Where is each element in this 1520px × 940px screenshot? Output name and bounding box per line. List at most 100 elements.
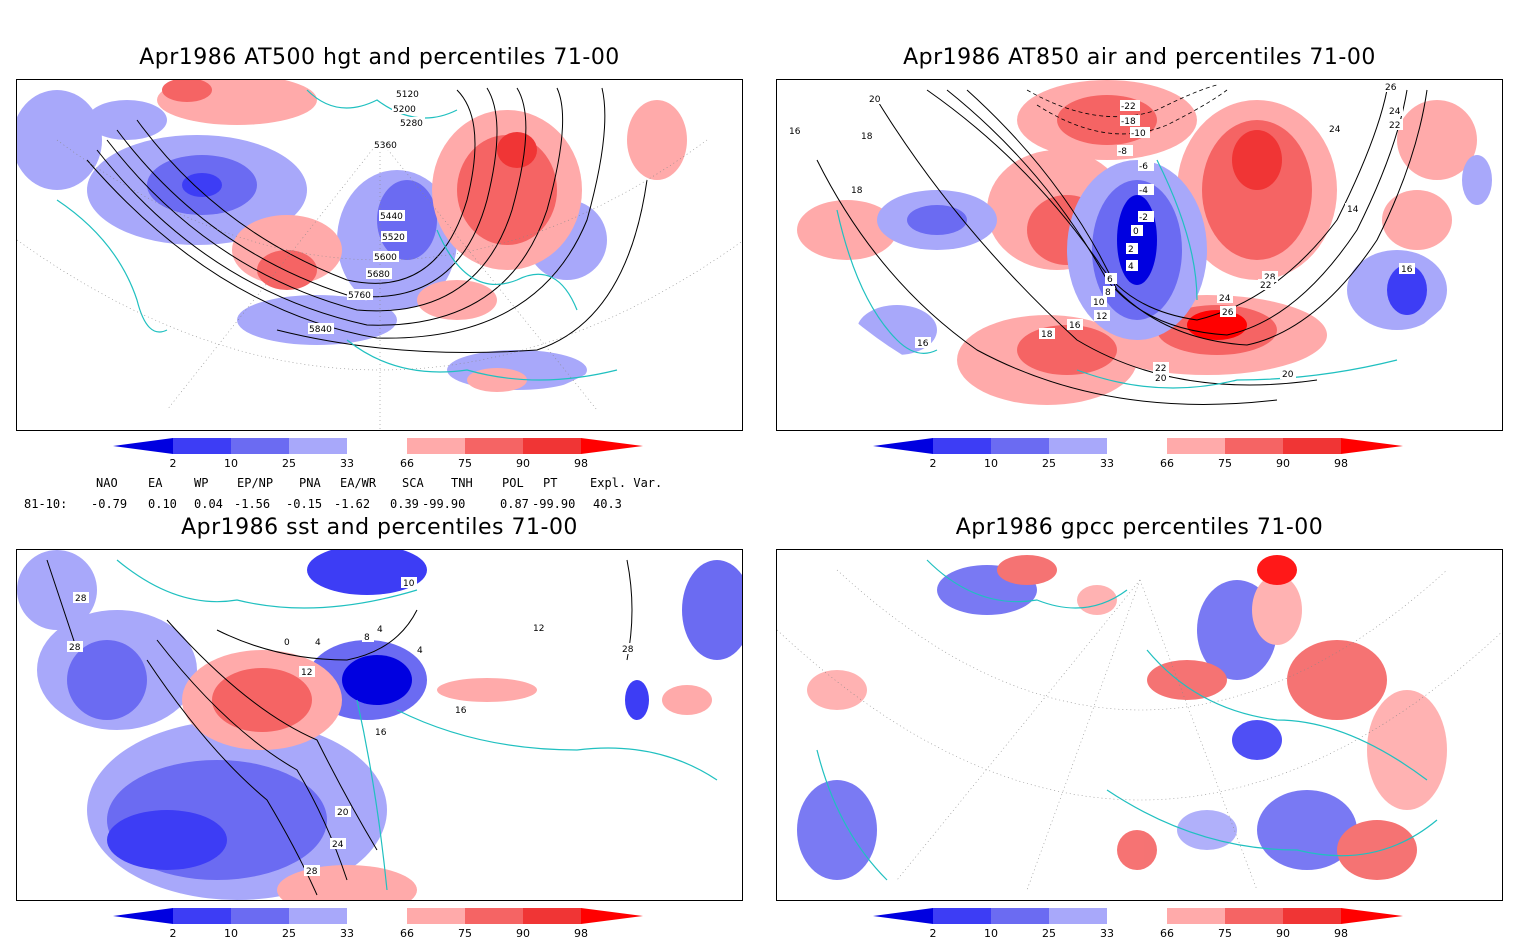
svg-text:25: 25: [282, 927, 296, 940]
svg-text:66: 66: [400, 927, 414, 940]
svg-text:90: 90: [516, 457, 530, 470]
svg-text:18: 18: [851, 186, 863, 196]
index-value-tnh: -99.90: [422, 497, 466, 511]
svg-text:-6: -6: [1139, 162, 1148, 172]
index-value-epnp: -1.56: [234, 497, 271, 511]
svg-text:5200: 5200: [393, 105, 416, 115]
index-value-pna: -0.15: [286, 497, 323, 511]
svg-text:12: 12: [301, 668, 312, 678]
panel-title-air: Apr1986 AT850 air and percentiles 71-00: [903, 45, 1376, 70]
svg-text:16: 16: [375, 728, 387, 738]
colorbar-air: 2 10 25 33 66 75 90 98: [873, 438, 1403, 470]
svg-text:-2: -2: [1139, 213, 1148, 223]
svg-text:2: 2: [930, 457, 937, 470]
svg-text:24: 24: [332, 840, 344, 850]
colorbar-svg-hgt: 2 10 25 33 66 75 90 98: [113, 438, 643, 470]
svg-text:98: 98: [1334, 457, 1348, 470]
svg-text:5600: 5600: [374, 253, 397, 263]
svg-text:6: 6: [1107, 275, 1113, 285]
svg-text:28: 28: [69, 643, 81, 653]
index-header-pt: PT: [543, 476, 558, 490]
svg-text:26: 26: [1222, 308, 1234, 318]
index-value-nao: -0.79: [91, 497, 128, 511]
svg-text:25: 25: [1042, 457, 1056, 470]
index-value-pol: 0.87: [500, 497, 529, 511]
svg-text:66: 66: [400, 457, 414, 470]
svg-text:24: 24: [1329, 125, 1341, 135]
svg-text:20: 20: [337, 808, 349, 818]
map-panel-air: 20 18 16 18 16 -22 -18 -10 -8 -6 -4 -2 0…: [776, 79, 1503, 431]
svg-text:75: 75: [458, 927, 472, 940]
svg-text:25: 25: [282, 457, 296, 470]
index-header-sca: SCA: [402, 476, 424, 490]
svg-text:18: 18: [1041, 330, 1053, 340]
svg-text:18: 18: [861, 132, 873, 142]
index-header-wp: WP: [194, 476, 209, 490]
svg-text:75: 75: [1218, 457, 1232, 470]
svg-text:24: 24: [1219, 294, 1231, 304]
map-sst: 28 28 0 4 8 4 10 12 16 16 20 24 28 12 28…: [17, 550, 742, 900]
svg-text:98: 98: [574, 927, 588, 940]
svg-text:24: 24: [1389, 107, 1401, 117]
svg-text:5760: 5760: [348, 291, 371, 301]
colorbar-svg-gpcc: 2 10 25 33 66 75 90 98: [873, 908, 1403, 940]
svg-text:90: 90: [516, 927, 530, 940]
svg-text:-10: -10: [1131, 129, 1146, 139]
index-value-sca: 0.39: [390, 497, 419, 511]
index-header-pol: POL: [502, 476, 524, 490]
svg-text:75: 75: [1218, 927, 1232, 940]
svg-text:8: 8: [364, 633, 370, 643]
svg-text:-18: -18: [1121, 117, 1136, 127]
svg-text:4: 4: [1128, 262, 1134, 272]
svg-text:10: 10: [1093, 298, 1105, 308]
svg-text:14: 14: [1347, 205, 1359, 215]
index-row-label: 81-10:: [24, 497, 68, 511]
index-header-epnp: EP/NP: [237, 476, 274, 490]
svg-text:66: 66: [1160, 927, 1174, 940]
svg-text:90: 90: [1276, 927, 1290, 940]
svg-text:5840: 5840: [309, 325, 332, 335]
svg-text:16: 16: [789, 127, 801, 137]
svg-text:20: 20: [1155, 374, 1167, 384]
map-air: 20 18 16 18 16 -22 -18 -10 -8 -6 -4 -2 0…: [777, 80, 1502, 430]
svg-text:2: 2: [1128, 245, 1134, 255]
colorbar-sst: 2 10 25 33 66 75 90 98: [113, 908, 643, 940]
svg-text:16: 16: [1401, 265, 1413, 275]
contour-labels-hgt: 5120 5200 5280 5360 5440 5520 5600 5680 …: [308, 88, 425, 335]
svg-text:22: 22: [1389, 121, 1400, 131]
index-header-tnh: TNH: [451, 476, 473, 490]
panel-title-sst: Apr1986 sst and percentiles 71-00: [181, 515, 578, 540]
svg-text:2: 2: [930, 927, 937, 940]
svg-text:33: 33: [340, 927, 354, 940]
svg-text:2: 2: [170, 927, 177, 940]
svg-text:-22: -22: [1121, 102, 1136, 112]
index-value-ea: 0.10: [148, 497, 177, 511]
svg-text:20: 20: [869, 95, 881, 105]
panel-title-gpcc: Apr1986 gpcc percentiles 71-00: [955, 515, 1324, 540]
map-hgt: 5120 5200 5280 5360 5440 5520 5600 5680 …: [17, 80, 742, 430]
svg-text:5120: 5120: [396, 90, 419, 100]
svg-text:25: 25: [1042, 927, 1056, 940]
svg-text:5280: 5280: [400, 119, 423, 129]
svg-text:28: 28: [622, 645, 634, 655]
svg-text:16: 16: [917, 339, 929, 349]
svg-text:5680: 5680: [367, 270, 390, 280]
svg-text:5520: 5520: [382, 233, 405, 243]
svg-text:22: 22: [1155, 364, 1166, 374]
index-value-eawr: -1.62: [334, 497, 371, 511]
map-panel-gpcc: [776, 549, 1503, 901]
contour-labels-sst: 28 28 0 4 8 4 10 12 16 16 20 24 28 12 28…: [67, 577, 636, 877]
svg-text:10: 10: [403, 579, 415, 589]
svg-text:10: 10: [224, 457, 238, 470]
svg-text:2: 2: [170, 457, 177, 470]
svg-text:0: 0: [1133, 227, 1139, 237]
svg-text:75: 75: [458, 457, 472, 470]
svg-text:10: 10: [984, 457, 998, 470]
index-header-nao: NAO: [96, 476, 118, 490]
colorbar-svg-sst: 2 10 25 33 66 75 90 98: [113, 908, 643, 940]
svg-text:98: 98: [574, 457, 588, 470]
panel-title-hgt: Apr1986 AT500 hgt and percentiles 71-00: [139, 45, 620, 70]
index-header-pna: PNA: [299, 476, 321, 490]
svg-text:28: 28: [1264, 273, 1276, 283]
svg-text:28: 28: [306, 867, 318, 877]
